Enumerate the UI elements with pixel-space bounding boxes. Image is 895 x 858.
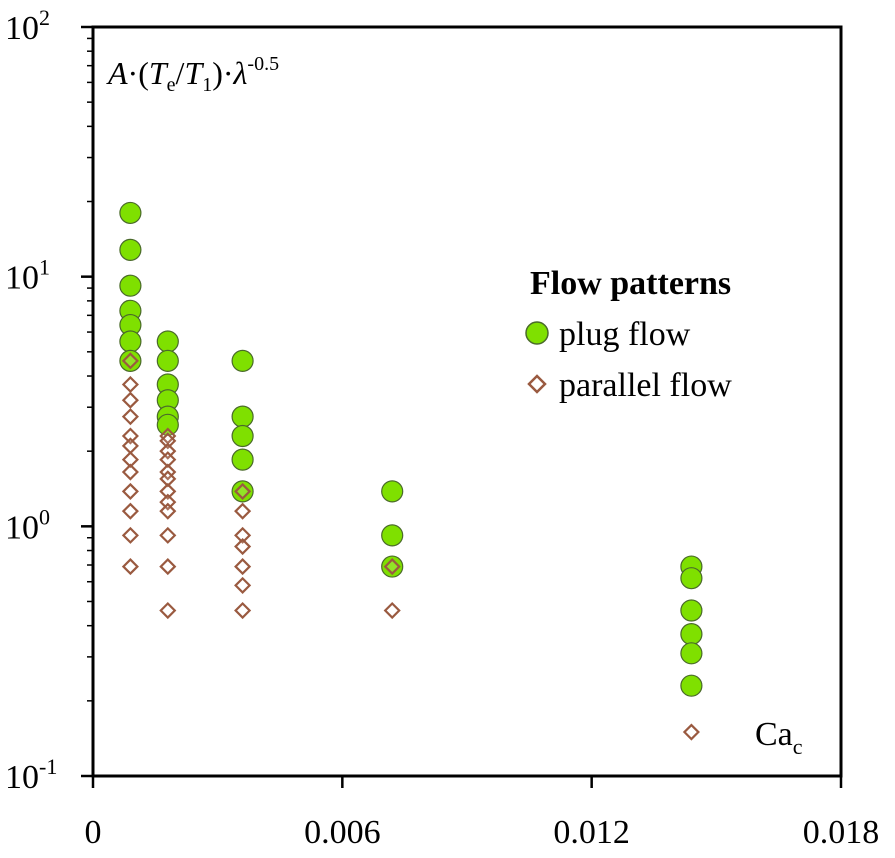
- plug-flow-point: [119, 274, 142, 297]
- legend-label-plug-flow: plug flow: [559, 316, 691, 353]
- parallel-flow-point: [234, 558, 252, 576]
- y-axis-label: A·(Te/T1)·λ-0.5: [106, 53, 279, 96]
- plug-flow-point: [680, 567, 703, 590]
- plug-flow-point: [231, 424, 254, 448]
- y-tick-label: 100: [5, 504, 50, 546]
- axis-ticks: 0 0.006 0.012 0.018 10-1 100 101 102: [5, 5, 879, 851]
- plug-flow-point: [381, 480, 404, 503]
- plug-flow-point: [231, 480, 254, 503]
- plug-flow-point: [680, 674, 703, 697]
- x-tick-label: 0.012: [553, 814, 630, 851]
- plug-flow-point: [231, 405, 254, 428]
- parallel-flow-point: [121, 463, 139, 481]
- plug-flow-point: [119, 201, 142, 225]
- plug-flow-point: [119, 349, 142, 372]
- parallel-flow-point: [159, 482, 177, 500]
- parallel-flow-point: [121, 482, 139, 500]
- plug-flow-point: [231, 349, 254, 372]
- x-tick-label: 0.006: [304, 814, 381, 851]
- y-tick-label: 102: [5, 5, 50, 47]
- plot-frame: [91, 25, 843, 778]
- legend: Flow patterns plug flow parallel flow: [525, 265, 732, 404]
- parallel-flow-point: [121, 451, 139, 469]
- parallel-flow-point: [234, 526, 252, 544]
- parallel-flow-point: [234, 601, 252, 620]
- parallel-flow-point: [121, 526, 139, 544]
- legend-title: Flow patterns: [530, 265, 731, 302]
- plug-flow-point: [156, 330, 179, 353]
- plug-flow-point: [680, 642, 703, 665]
- parallel-flow-point: [234, 482, 252, 500]
- plug-flow-point: [381, 524, 404, 547]
- y-tick-label: 10-1: [5, 754, 57, 796]
- data-points: [119, 201, 703, 741]
- plug-flow-point: [119, 330, 142, 353]
- plug-flow-point: [119, 238, 142, 261]
- parallel-flow-point: [383, 601, 401, 620]
- parallel-flow-point: [234, 537, 252, 556]
- parallel-flow-point: [121, 437, 139, 455]
- parallel-flow-point: [159, 451, 177, 469]
- parallel-flow-point: [234, 502, 252, 520]
- plug-flow-point: [680, 599, 703, 622]
- legend-marker-plug-flow: [525, 321, 549, 345]
- parallel-flow-point: [159, 493, 177, 511]
- parallel-flow-point: [121, 375, 139, 394]
- parallel-flow-point: [121, 391, 139, 409]
- y-tick-label: 101: [5, 255, 50, 297]
- legend-label-parallel-flow: parallel flow: [559, 367, 732, 404]
- parallel-flow-point: [121, 408, 139, 426]
- legend-marker-parallel-flow: [527, 374, 547, 394]
- parallel-flow-point: [121, 427, 139, 445]
- plug-flow-point: [381, 555, 404, 578]
- parallel-flow-point: [159, 558, 177, 576]
- x-tick-label: 0: [85, 814, 102, 851]
- plug-flow-point: [680, 623, 703, 646]
- plug-flow-point: [156, 349, 179, 372]
- parallel-flow-point: [159, 432, 177, 450]
- parallel-flow-point: [159, 502, 177, 520]
- parallel-flow-point: [682, 723, 700, 741]
- x-tick-label: 0.018: [803, 814, 880, 851]
- parallel-flow-point: [121, 558, 139, 576]
- parallel-flow-point: [234, 576, 252, 594]
- parallel-flow-point: [383, 558, 401, 576]
- parallel-flow-point: [159, 526, 177, 544]
- parallel-flow-point: [121, 352, 139, 370]
- plug-flow-point: [231, 448, 254, 471]
- x-axis-label: Cac: [755, 716, 803, 759]
- parallel-flow-point: [121, 502, 139, 520]
- parallel-flow-point: [159, 601, 177, 620]
